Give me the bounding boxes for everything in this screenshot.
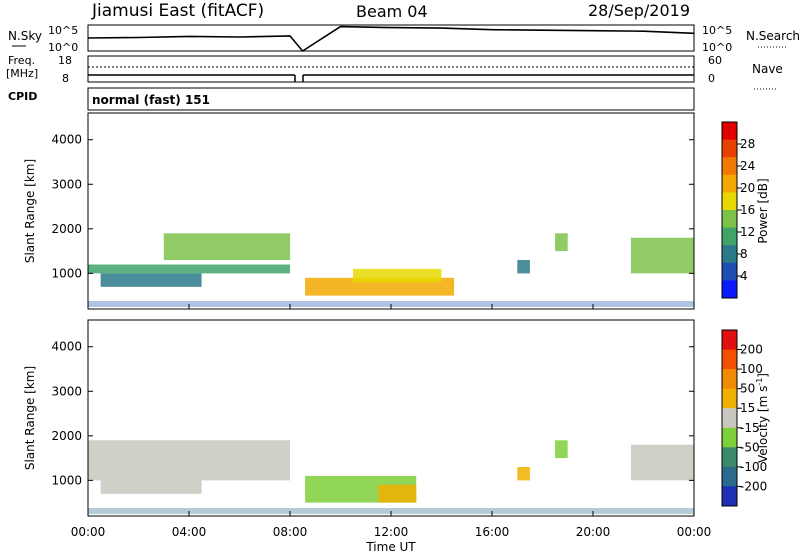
colorbar-tick-label: 28 xyxy=(740,137,755,151)
y-tick-label: 3000 xyxy=(51,384,82,398)
colorbar-swatch xyxy=(722,330,737,351)
velocity-y-axis: 1000 2000 3000 4000 xyxy=(51,340,694,487)
freq-label: Freq. xyxy=(8,54,35,67)
x-tick-label: 08:00 xyxy=(273,525,308,539)
y-tick-label: 1000 xyxy=(51,473,82,487)
y-tick-label: 4000 xyxy=(51,133,82,147)
colorbar-frame xyxy=(721,329,738,507)
cpid-panel xyxy=(87,87,695,111)
x-tick-label: 00:00 xyxy=(71,525,106,539)
heatmap-region xyxy=(630,444,694,481)
power-heatmap xyxy=(88,233,694,307)
colorbar-swatch xyxy=(722,192,737,211)
colorbar-tick-label: 50 xyxy=(740,382,755,396)
power-y-axis: 1000 2000 3000 4000 xyxy=(51,133,694,280)
colorbar-swatch xyxy=(722,139,737,158)
freq-tick-top: 18 xyxy=(58,54,72,67)
colorbar-swatch xyxy=(722,388,737,409)
noise-panel xyxy=(87,24,695,52)
colorbar-swatch xyxy=(722,262,737,281)
x-tick-label: 00:00 xyxy=(677,525,712,539)
nave-tick-top: 60 xyxy=(708,54,722,67)
colorbar-swatch xyxy=(722,486,737,507)
noise-tick-right-bottom: 10^0 xyxy=(702,41,732,54)
x-tick-label: 04:00 xyxy=(172,525,207,539)
nsky-label: N.Sky xyxy=(8,29,42,43)
freq-unit-label: [MHz] xyxy=(6,67,38,80)
x-tick-label: 20:00 xyxy=(576,525,611,539)
colorbar-tick-label: -200 xyxy=(740,479,767,493)
x-tick-label: 16:00 xyxy=(475,525,510,539)
date-label: 28/Sep/2019 xyxy=(588,1,690,20)
freq-panel xyxy=(87,55,695,83)
colorbar-swatch xyxy=(722,227,737,246)
heatmap-region xyxy=(555,233,568,252)
colorbar-swatch xyxy=(722,408,737,429)
colorbar-swatch xyxy=(722,349,737,370)
power-colorbar: 28 24 20 16 12 8 4 xyxy=(721,121,755,299)
heatmap-region xyxy=(163,233,291,260)
colorbar-swatch xyxy=(722,427,737,448)
colorbar-swatch xyxy=(722,122,737,141)
nsearch-label: N.Search xyxy=(746,29,800,43)
heatmap-region xyxy=(100,480,202,494)
heatmap-region xyxy=(630,237,694,274)
colorbar-tick-label: 12 xyxy=(740,225,755,239)
colorbar-swatch xyxy=(722,369,737,390)
velocity-ylabel: Slant Range [km] xyxy=(23,366,37,470)
y-tick-label: 2000 xyxy=(51,222,82,236)
heatmap-region xyxy=(353,268,442,283)
colorbar-swatch xyxy=(722,157,737,176)
x-axis-label: Time UT xyxy=(365,540,416,554)
colorbar-tick-label: -50 xyxy=(740,440,760,454)
colorbar-tick-label: 16 xyxy=(740,203,755,217)
colorbar-tick-label: 4 xyxy=(740,269,748,283)
colorbar-swatch xyxy=(722,447,737,468)
freq-tick-bottom: 8 xyxy=(62,72,69,85)
heatmap-region xyxy=(100,273,202,287)
noise-tick-left-bottom: 10^0 xyxy=(48,41,78,54)
heatmap-region xyxy=(517,260,530,274)
velocity-colorbar-label: Velocity [m s-1] xyxy=(755,373,770,463)
colorbar-tick-label: 15 xyxy=(740,401,755,415)
heatmap-region xyxy=(555,440,568,459)
heatmap-region xyxy=(517,467,530,481)
power-ylabel: Slant Range [km] xyxy=(23,159,37,263)
heatmap-region xyxy=(88,440,290,481)
power-colorbar-label: Power [dB] xyxy=(756,178,770,243)
nsky-series xyxy=(87,25,695,53)
velocity-colorbar: 200 100 50 15 -15 -50 -100 -200 xyxy=(721,329,767,507)
colorbar-tick-label: 8 xyxy=(740,247,748,261)
colorbar-swatch xyxy=(722,174,737,193)
beam-label: Beam 04 xyxy=(356,2,428,21)
nave-label: Nave xyxy=(752,62,783,76)
noise-tick-left-top: 10^5 xyxy=(48,24,78,37)
noise-tick-right-top: 10^5 xyxy=(702,24,732,37)
colorbar-swatch xyxy=(722,245,737,264)
colorbar-tick-label: 200 xyxy=(740,343,763,357)
colorbar-swatch xyxy=(722,210,737,229)
noise-line xyxy=(87,25,695,53)
y-tick-label: 3000 xyxy=(51,177,82,191)
cpid-label: CPID xyxy=(8,90,37,103)
figure-title: Jiamusi East (fitACF) xyxy=(91,1,264,21)
colorbar-tick-label: 20 xyxy=(740,181,755,195)
heatmap-region xyxy=(378,484,417,503)
colorbar-swatch xyxy=(722,280,737,299)
nave-tick-bottom: 0 xyxy=(708,72,715,85)
colorbar-tick-label: -100 xyxy=(740,460,767,474)
time-x-axis: 00:00 04:00 08:00 12:00 16:00 20:00 00:00 xyxy=(71,304,712,539)
colorbar-tick-label: -15 xyxy=(740,421,760,435)
velocity-heatmap xyxy=(88,440,694,514)
heatmap-region xyxy=(88,264,290,274)
y-tick-label: 2000 xyxy=(51,429,82,443)
colorbar-tick-label: 100 xyxy=(740,362,763,376)
x-tick-label: 12:00 xyxy=(374,525,409,539)
colorbar-tick-label: 24 xyxy=(740,159,755,173)
colorbar-swatch xyxy=(722,466,737,487)
y-tick-label: 1000 xyxy=(51,266,82,280)
cpid-value: normal (fast) 151 xyxy=(92,93,210,107)
y-tick-label: 4000 xyxy=(51,340,82,354)
